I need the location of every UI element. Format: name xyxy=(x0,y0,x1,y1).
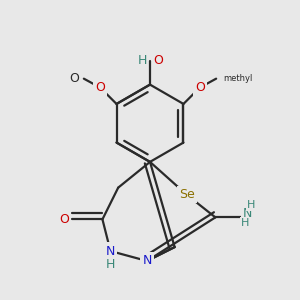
Text: H: H xyxy=(106,258,115,271)
Text: N: N xyxy=(142,254,152,268)
Text: N: N xyxy=(106,244,115,258)
Text: H: H xyxy=(241,218,249,228)
Text: N: N xyxy=(242,207,252,220)
Text: O: O xyxy=(59,213,69,226)
Text: methyl: methyl xyxy=(224,74,253,83)
Text: Se: Se xyxy=(179,188,194,201)
Text: H: H xyxy=(247,200,255,211)
Text: O: O xyxy=(95,81,105,94)
Text: H: H xyxy=(138,54,147,67)
Text: O: O xyxy=(153,54,163,67)
Text: O: O xyxy=(195,81,205,94)
Text: O: O xyxy=(70,72,80,85)
